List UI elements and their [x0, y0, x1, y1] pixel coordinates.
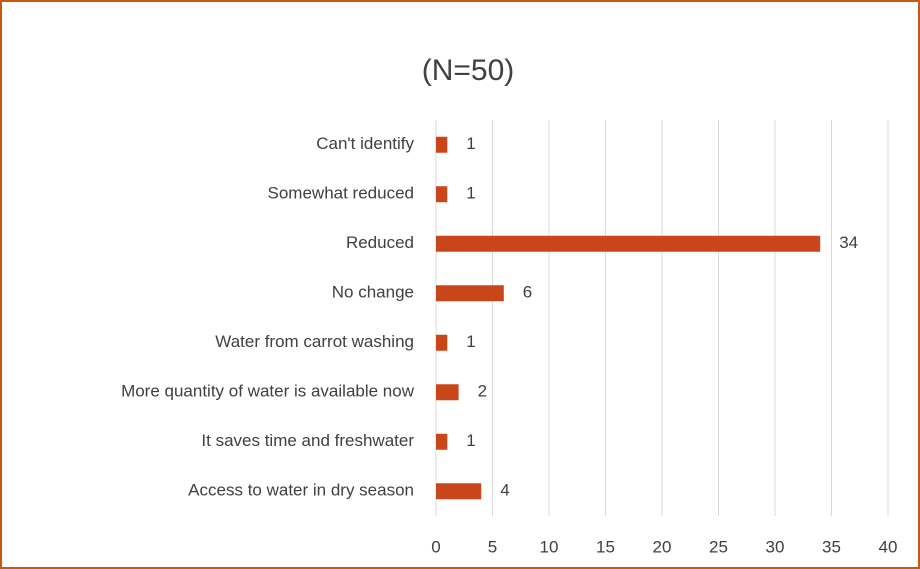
- x-tick-label: 30: [766, 537, 785, 556]
- bar: [436, 285, 504, 302]
- data-label: 2: [478, 382, 487, 401]
- y-tick-label: Can't identify: [316, 134, 414, 153]
- bar: [436, 186, 448, 203]
- x-tick-label: 0: [431, 537, 440, 556]
- y-tick-label: It saves time and freshwater: [201, 431, 414, 450]
- y-tick-label: Somewhat reduced: [268, 184, 414, 203]
- data-label: 1: [466, 134, 475, 153]
- x-tick-label: 5: [488, 537, 497, 556]
- bar: [436, 136, 448, 153]
- y-tick-label: Access to water in dry season: [188, 481, 414, 500]
- data-label: 6: [523, 283, 532, 302]
- bar: [436, 483, 482, 500]
- bar: [436, 384, 459, 401]
- y-tick-label: More quantity of water is available now: [121, 382, 415, 401]
- y-tick-label: No change: [332, 283, 414, 302]
- data-label: 1: [466, 332, 475, 351]
- x-tick-label: 20: [653, 537, 672, 556]
- y-tick-label: Reduced: [346, 233, 414, 252]
- x-tick-label: 10: [540, 537, 559, 556]
- x-tick-label: 35: [822, 537, 841, 556]
- x-tick-label: 25: [709, 537, 728, 556]
- data-label: 1: [466, 431, 475, 450]
- bar: [436, 334, 448, 351]
- bar: [436, 433, 448, 450]
- chart-title: (N=50): [422, 54, 515, 87]
- bar: [436, 235, 821, 252]
- x-tick-label: 40: [879, 537, 898, 556]
- data-label: 34: [839, 233, 858, 252]
- data-label: 4: [500, 481, 509, 500]
- x-tick-label: 15: [596, 537, 615, 556]
- y-tick-label: Water from carrot washing: [215, 332, 414, 351]
- data-label: 1: [466, 184, 475, 203]
